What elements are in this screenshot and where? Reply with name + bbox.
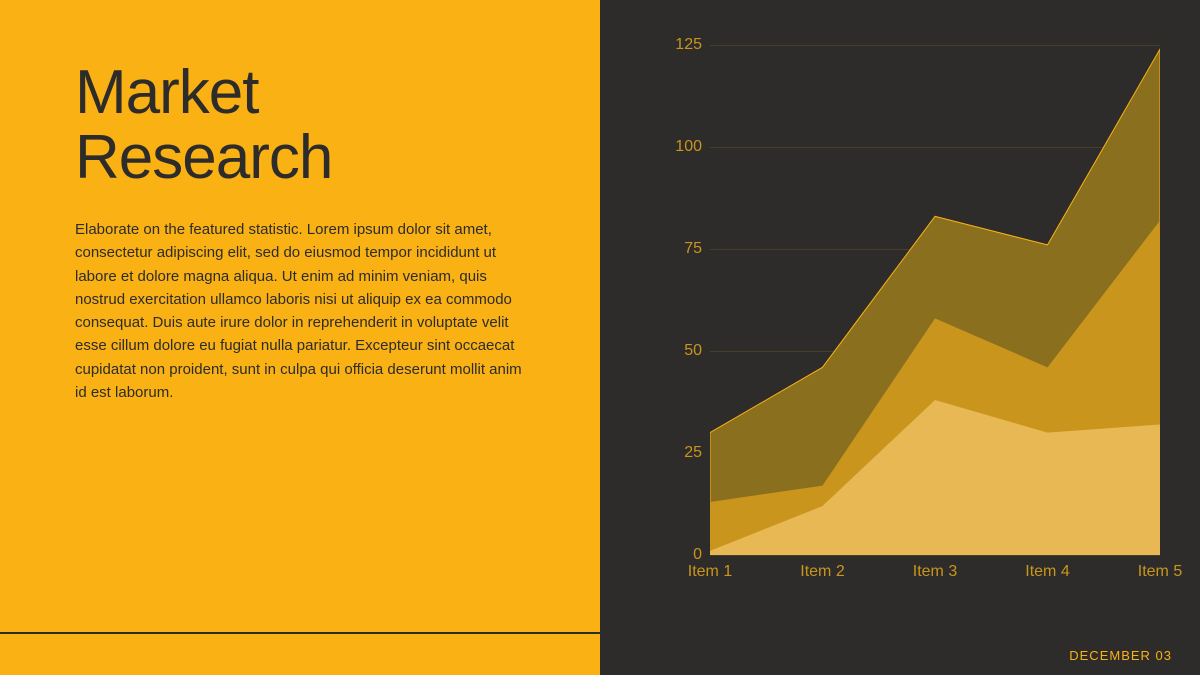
page-title: MarketResearch xyxy=(75,60,550,190)
footer-date: DECEMBER 03 xyxy=(1069,648,1172,663)
y-axis-label: 100 xyxy=(675,138,702,156)
y-axis-label: 125 xyxy=(675,36,702,54)
body-paragraph: Elaborate on the featured statistic. Lor… xyxy=(75,218,535,404)
x-axis-label: Item 2 xyxy=(800,563,844,581)
right-panel: 0 25 50 75 100 125 Item 1 Item 2 Item 3 Item 4 Ite… xyxy=(600,0,1200,675)
y-axis-label: 25 xyxy=(684,444,702,462)
divider-line xyxy=(0,632,1200,634)
x-axis-label: Item 5 xyxy=(1138,563,1182,581)
slide: MarketResearch Elaborate on the featured… xyxy=(0,0,1200,675)
area-chart: 0255075100125Item 1Item 2Item 3Item 4Ite… xyxy=(640,45,1160,605)
y-axis-label: 50 xyxy=(684,342,702,360)
chart-plot xyxy=(710,45,1160,555)
x-axis-label: Item 4 xyxy=(1025,563,1069,581)
y-axis-label: 75 xyxy=(684,240,702,258)
x-axis-label: Item 3 xyxy=(913,563,957,581)
x-axis-label: Item 1 xyxy=(688,563,732,581)
grid-line xyxy=(710,555,1160,556)
y-axis-label: 0 xyxy=(693,546,702,564)
left-panel: MarketResearch Elaborate on the featured… xyxy=(0,0,600,675)
